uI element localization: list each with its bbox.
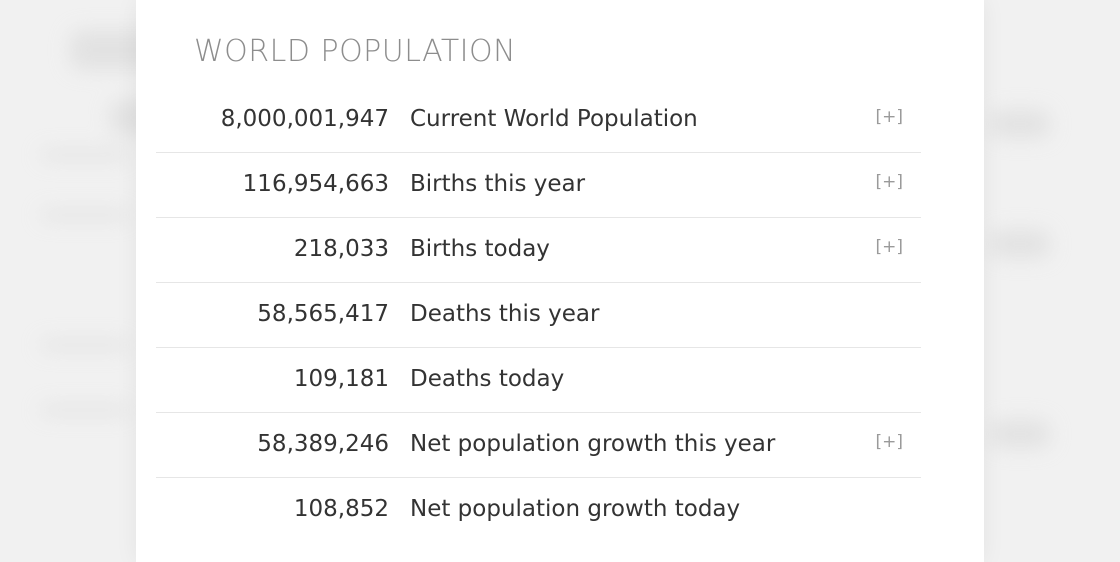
stat-value: 108,852 [293,496,389,522]
stat-label: Net population growth today [410,496,741,522]
stats-table: 8,000,001,947 Current World Population [… [156,88,921,542]
expand-button[interactable]: [+] [875,107,903,127]
stat-value: 58,389,246 [257,431,389,457]
stat-row-net-growth-today: 108,852 Net population growth today [156,478,921,542]
stat-value: 8,000,001,947 [220,106,389,132]
stat-row-births-today: 218,033 Births today [+] [156,218,921,283]
expand-button[interactable]: [+] [875,237,903,257]
section-title: WORLD POPULATION [194,34,517,69]
stat-row-deaths-this-year: 58,565,417 Deaths this year [156,283,921,348]
stat-label: Births today [410,236,550,262]
stat-label: Net population growth this year [410,431,776,457]
stat-row-births-this-year: 116,954,663 Births this year [+] [156,153,921,218]
world-population-card: WORLD POPULATION 8,000,001,947 Current W… [136,0,984,562]
stat-row-current-world-population: 8,000,001,947 Current World Population [… [156,88,921,153]
stat-value: 58,565,417 [257,301,389,327]
stat-value: 116,954,663 [242,171,389,197]
stat-value: 218,033 [293,236,389,262]
stat-value: 109,181 [293,366,389,392]
stat-row-net-growth-this-year: 58,389,246 Net population growth this ye… [156,413,921,478]
stat-row-deaths-today: 109,181 Deaths today [156,348,921,413]
stat-label: Current World Population [410,106,698,132]
stat-label: Deaths today [410,366,565,392]
expand-button[interactable]: [+] [875,432,903,452]
expand-button[interactable]: [+] [875,172,903,192]
stat-label: Deaths this year [410,301,600,327]
stat-label: Births this year [410,171,586,197]
